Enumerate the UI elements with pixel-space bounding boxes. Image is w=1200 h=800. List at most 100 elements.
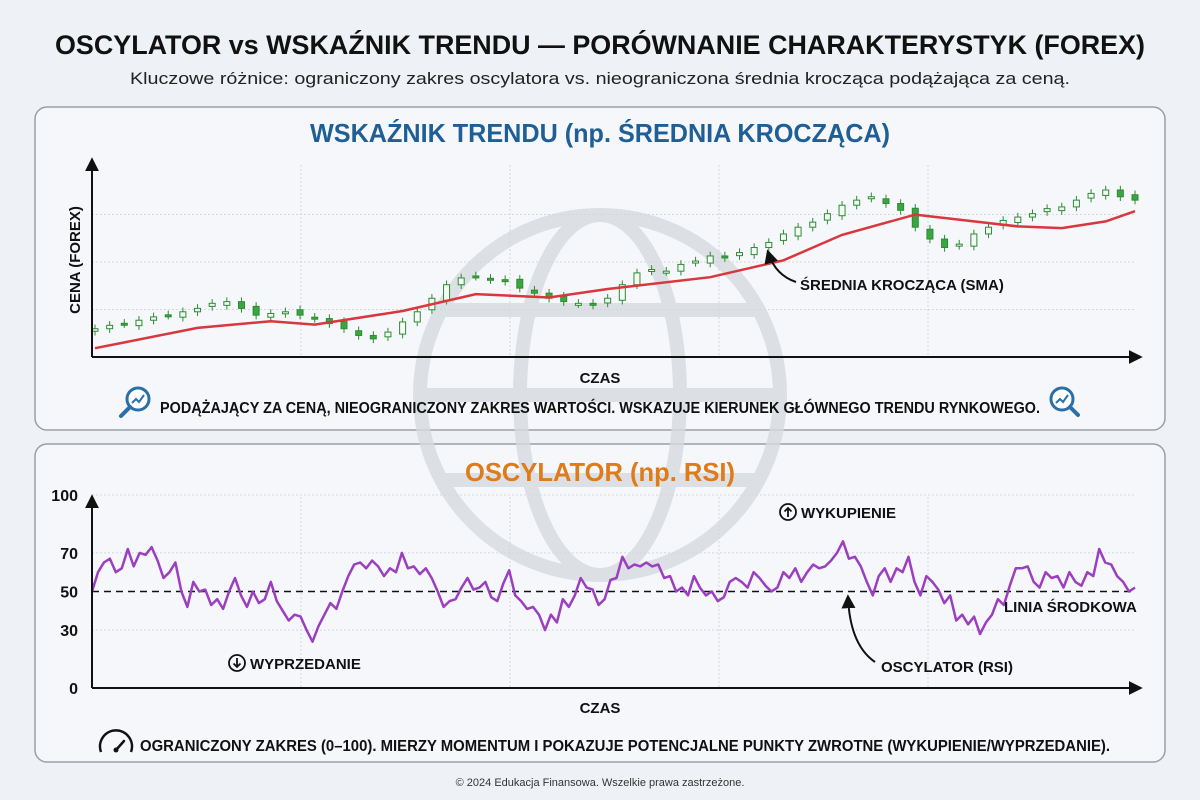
sma-annotation-arrow bbox=[764, 249, 797, 283]
candle-body bbox=[970, 233, 978, 247]
candle-body bbox=[311, 316, 319, 320]
candle-body bbox=[1043, 208, 1051, 213]
candle-body bbox=[179, 311, 187, 318]
footer: © 2024 Edukacja Finansowa. Wszelkie praw… bbox=[456, 777, 745, 789]
candle-body bbox=[589, 302, 597, 306]
candle-body bbox=[443, 284, 451, 301]
candle-body bbox=[164, 314, 172, 318]
candle-body bbox=[1131, 194, 1139, 201]
oscillator-x-label: CZAS bbox=[580, 700, 621, 717]
trend-y-label: CENA (FOREX) bbox=[67, 206, 84, 314]
gauge-icon bbox=[98, 729, 134, 753]
candle-body bbox=[516, 278, 524, 289]
candle-body bbox=[501, 279, 509, 283]
rsi-annotation-arrow bbox=[841, 594, 876, 663]
trend-chart-title: WSKAŹNIK TRENDU (np. ŚREDNIA KROCZĄCA) bbox=[310, 118, 890, 148]
candle-body bbox=[633, 272, 641, 286]
candle-body bbox=[530, 289, 538, 294]
sma-annotation: ŚREDNIA KROCZĄCA (SMA) bbox=[800, 276, 1004, 294]
arrow-down-circle-icon bbox=[228, 654, 246, 672]
sma-line bbox=[94, 210, 1136, 350]
oversold-label: WYPRZEDANIE bbox=[250, 656, 361, 673]
candle-body bbox=[150, 316, 158, 321]
candle-body bbox=[662, 270, 670, 274]
candle-body bbox=[648, 268, 656, 272]
overbought-label: WYKUPIENIE bbox=[801, 505, 896, 522]
candle-body bbox=[296, 309, 304, 316]
candle-body bbox=[369, 334, 377, 340]
candle-body bbox=[120, 322, 128, 326]
candle-body bbox=[941, 238, 949, 249]
arrow-up-circle-icon bbox=[779, 503, 797, 521]
candle-body bbox=[457, 277, 465, 286]
candle-body bbox=[677, 263, 685, 272]
y-tick-label: 30 bbox=[60, 623, 78, 640]
candle-body bbox=[911, 207, 919, 228]
rsi-line bbox=[90, 540, 1136, 643]
candle-body bbox=[750, 247, 758, 256]
candle-body bbox=[736, 252, 744, 257]
candle-body bbox=[281, 311, 289, 315]
trend-x-label: CZAS bbox=[580, 370, 621, 387]
candle-body bbox=[1014, 216, 1022, 223]
candle-body bbox=[867, 196, 875, 200]
page-title: OSCYLATOR vs WSKAŹNIK TRENDU — PORÓWNANI… bbox=[55, 29, 1145, 60]
candle-body bbox=[1028, 213, 1036, 218]
y-tick-label: 50 bbox=[60, 585, 78, 602]
candle-body bbox=[472, 275, 480, 279]
page-subtitle: Kluczowe różnice: ograniczony zakres osc… bbox=[130, 69, 1070, 88]
candle-body bbox=[1072, 199, 1080, 208]
candle-body bbox=[208, 302, 216, 307]
candle-body bbox=[838, 204, 846, 217]
magnifier-trend-icon bbox=[119, 386, 151, 418]
candle-body bbox=[809, 221, 817, 228]
candle-body bbox=[765, 241, 773, 249]
candle-body bbox=[413, 311, 421, 323]
candle-body bbox=[618, 284, 626, 301]
y-tick-label: 70 bbox=[60, 546, 78, 563]
candle-body bbox=[1116, 189, 1124, 198]
candle-body bbox=[340, 321, 348, 330]
candle-body bbox=[823, 213, 831, 221]
oscillator-grid bbox=[92, 494, 1135, 688]
trend-panel bbox=[34, 106, 1166, 431]
candle-body bbox=[486, 277, 494, 281]
candle-body bbox=[1087, 192, 1095, 199]
candle-body bbox=[135, 319, 143, 327]
trend-caption: PODĄŻAJĄCY ZA CENĄ, NIEOGRANICZONY ZAKRE… bbox=[160, 398, 1040, 417]
candle-body bbox=[252, 305, 260, 316]
candle-body bbox=[692, 260, 700, 264]
candle-body bbox=[223, 301, 231, 306]
candle-body bbox=[574, 302, 582, 306]
candle-body bbox=[194, 307, 202, 313]
candle-body bbox=[267, 312, 275, 318]
candle-body bbox=[560, 295, 568, 303]
candle-body bbox=[604, 297, 612, 304]
candle-body bbox=[706, 255, 714, 264]
candle-body bbox=[985, 226, 993, 235]
candle-body bbox=[955, 243, 963, 247]
y-tick-label: 0 bbox=[69, 681, 78, 698]
candle-body bbox=[779, 233, 787, 241]
candle-body bbox=[1102, 189, 1110, 196]
candle-body bbox=[882, 198, 890, 205]
candle-body bbox=[399, 321, 407, 335]
rsi-annotation: OSCYLATOR (RSI) bbox=[881, 659, 1013, 676]
candle-body bbox=[794, 226, 802, 237]
candle-body bbox=[355, 330, 363, 336]
candle-body bbox=[384, 331, 392, 338]
candle-body bbox=[106, 324, 114, 330]
trend-grid bbox=[92, 165, 1135, 357]
candle-body bbox=[1058, 206, 1066, 212]
candle-body bbox=[237, 301, 245, 309]
candle-body bbox=[897, 203, 905, 211]
oscillator-chart-title: OSCYLATOR (np. RSI) bbox=[465, 457, 735, 487]
candle-body bbox=[721, 255, 729, 259]
midline-label: LINIA ŚRODKOWA bbox=[1004, 598, 1137, 616]
oscillator-caption: OGRANICZONY ZAKRES (0–100). MIERZY MOMEN… bbox=[140, 738, 1110, 755]
y-tick-label: 100 bbox=[51, 488, 78, 505]
magnifier-trend-icon bbox=[1049, 386, 1080, 417]
candle-body bbox=[853, 199, 861, 206]
candlestick-series bbox=[91, 185, 1139, 344]
